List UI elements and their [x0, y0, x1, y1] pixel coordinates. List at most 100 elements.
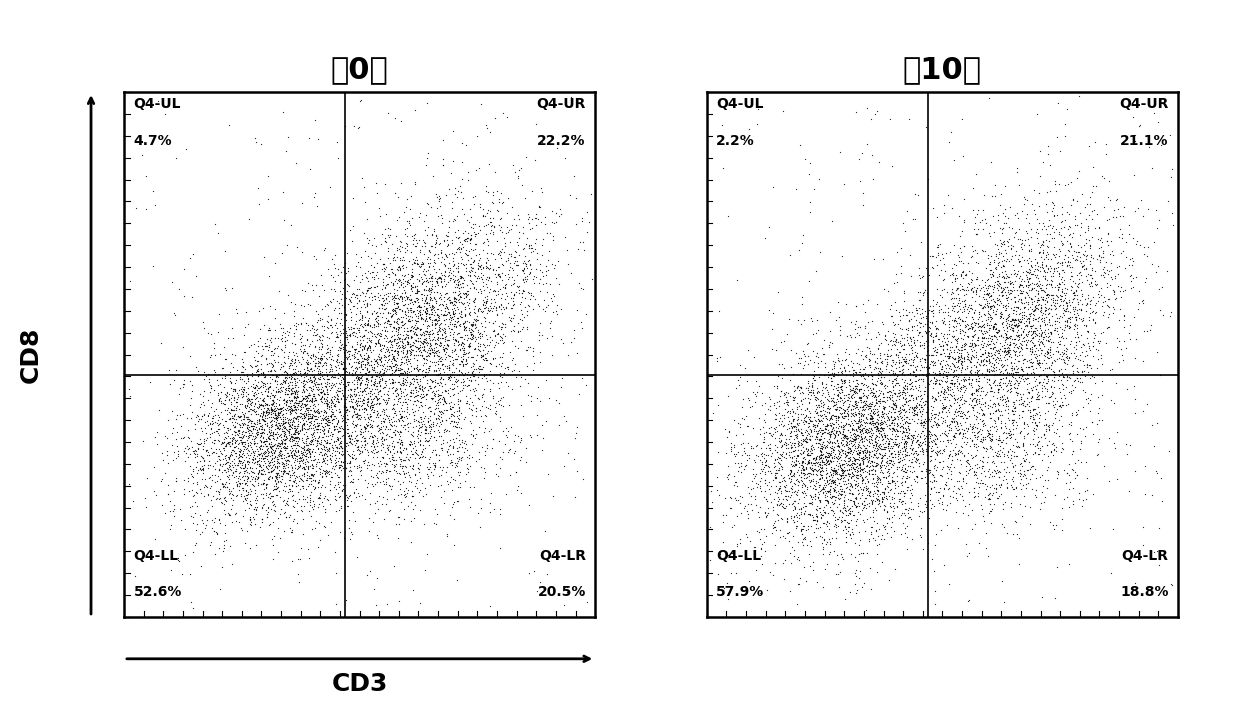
- Point: [396, 333, 415, 345]
- Point: [1037, 362, 1056, 374]
- Point: [404, 415, 424, 427]
- Point: [461, 323, 481, 335]
- Point: [895, 449, 915, 460]
- Point: [513, 264, 533, 275]
- Point: [285, 381, 305, 393]
- Point: [381, 337, 401, 348]
- Point: [191, 414, 211, 425]
- Point: [281, 406, 301, 417]
- Point: [852, 473, 872, 484]
- Point: [408, 335, 428, 347]
- Point: [713, 162, 733, 174]
- Point: [892, 498, 911, 510]
- Point: [242, 393, 262, 405]
- Point: [918, 425, 937, 436]
- Point: [1040, 328, 1060, 339]
- Point: [823, 411, 843, 422]
- Point: [267, 470, 286, 481]
- Point: [264, 484, 284, 495]
- Point: [889, 384, 909, 396]
- Point: [418, 147, 438, 158]
- Point: [259, 446, 279, 457]
- Point: [910, 432, 930, 443]
- Point: [1029, 283, 1049, 294]
- Point: [440, 439, 460, 450]
- Point: [352, 355, 372, 367]
- Point: [294, 468, 314, 479]
- Point: [861, 512, 880, 523]
- Point: [801, 443, 821, 454]
- Point: [882, 425, 901, 436]
- Point: [501, 250, 521, 262]
- Point: [265, 451, 285, 462]
- Point: [362, 393, 382, 405]
- Point: [1048, 262, 1068, 273]
- Point: [795, 349, 815, 360]
- Point: [832, 381, 852, 392]
- Point: [495, 282, 515, 294]
- Point: [383, 321, 403, 333]
- Point: [410, 261, 430, 272]
- Point: [1008, 233, 1028, 244]
- Point: [451, 454, 471, 466]
- Point: [310, 341, 330, 352]
- Point: [846, 398, 866, 410]
- Point: [239, 503, 259, 514]
- Point: [1079, 337, 1099, 348]
- Point: [501, 292, 521, 303]
- Point: [864, 496, 884, 507]
- Point: [1060, 261, 1080, 272]
- Point: [419, 364, 439, 376]
- Point: [242, 478, 262, 489]
- Point: [311, 393, 331, 405]
- Point: [366, 446, 386, 457]
- Point: [342, 364, 362, 376]
- Point: [474, 462, 494, 474]
- Point: [951, 384, 971, 395]
- Point: [1001, 431, 1021, 442]
- Point: [412, 478, 432, 489]
- Point: [418, 257, 438, 269]
- Point: [491, 323, 511, 335]
- Point: [1004, 414, 1024, 425]
- Point: [1133, 539, 1153, 550]
- Point: [796, 472, 816, 484]
- Point: [451, 385, 471, 396]
- Point: [331, 423, 351, 434]
- Point: [1032, 313, 1052, 325]
- Text: CD8: CD8: [19, 326, 43, 383]
- Point: [806, 393, 826, 405]
- Point: [951, 358, 971, 369]
- Point: [253, 440, 273, 452]
- Point: [806, 437, 826, 449]
- Point: [937, 286, 957, 297]
- Point: [880, 389, 900, 401]
- Point: [820, 432, 839, 443]
- Point: [265, 303, 285, 315]
- Point: [286, 397, 306, 408]
- Point: [275, 499, 295, 510]
- Point: [330, 382, 350, 393]
- Point: [358, 357, 378, 368]
- Point: [1025, 325, 1045, 337]
- Point: [1050, 399, 1070, 411]
- Point: [987, 333, 1007, 345]
- Point: [872, 423, 892, 435]
- Point: [425, 231, 445, 242]
- Point: [434, 327, 454, 338]
- Point: [930, 348, 950, 359]
- Point: [470, 333, 490, 344]
- Point: [781, 417, 801, 428]
- Point: [293, 347, 312, 358]
- Point: [835, 514, 854, 525]
- Point: [443, 379, 463, 390]
- Point: [392, 379, 412, 391]
- Point: [870, 442, 890, 454]
- Point: [417, 357, 436, 369]
- Point: [237, 371, 257, 382]
- Point: [233, 510, 253, 522]
- Point: [405, 444, 425, 455]
- Point: [376, 321, 396, 333]
- Point: [279, 486, 299, 497]
- Point: [967, 366, 987, 377]
